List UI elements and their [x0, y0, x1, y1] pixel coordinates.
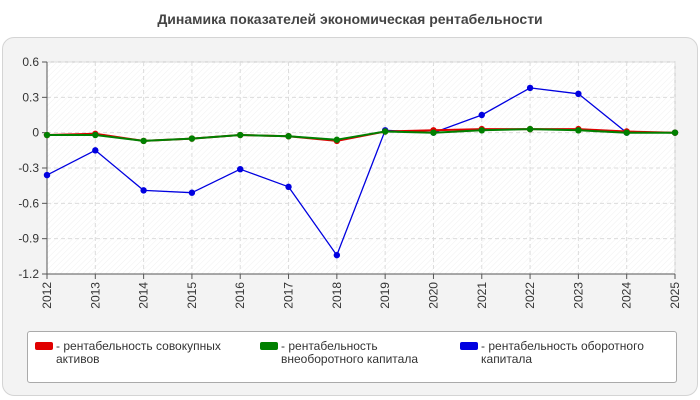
y-tick-label: 0.3 [22, 90, 39, 104]
series-line-2 [46, 87, 675, 256]
series-point-2 [43, 171, 51, 179]
x-tick-label: 2015 [185, 282, 199, 309]
series-point-2 [285, 183, 292, 191]
x-tick-label: 2021 [475, 282, 489, 309]
x-tick-label: 2023 [571, 282, 585, 309]
x-tick-label: 2022 [523, 282, 537, 309]
legend-item-total-assets: - рентабельность совокупных активов [35, 340, 221, 366]
y-tick-label: 0.6 [22, 55, 39, 69]
series-point-1 [381, 128, 389, 135]
chart-title: Динамика показателей экономическая рента… [157, 11, 543, 27]
series-point-1 [188, 135, 196, 142]
series-point-1 [671, 129, 679, 136]
y-tick-label: -0.9 [18, 232, 39, 246]
series-point-2 [140, 187, 147, 194]
legend-item-working-capital: - рентабельность оборотного капитала [460, 340, 644, 366]
x-tick-label: 2020 [426, 282, 440, 309]
series-point-2 [526, 84, 534, 92]
series-point-1 [478, 127, 485, 134]
series-point-1 [43, 131, 51, 139]
series-point-1 [140, 137, 147, 145]
x-tick-label: 2012 [40, 282, 54, 309]
y-tick-label: 0 [32, 126, 39, 140]
x-tick-label: 2014 [137, 282, 151, 309]
series-point-2 [237, 165, 244, 173]
x-tick-label: 2016 [233, 282, 247, 309]
y-tick-label: -1.2 [18, 267, 39, 281]
series-point-1 [430, 129, 437, 136]
series-point-1 [237, 131, 244, 139]
x-tick-label: 2024 [620, 282, 634, 309]
series-point-1 [92, 131, 99, 139]
x-tick-label: 2013 [88, 282, 102, 309]
series-point-2 [92, 147, 99, 154]
series-point-2 [333, 251, 341, 259]
x-tick-label: 2019 [378, 282, 392, 309]
y-tick-label: -0.6 [18, 196, 39, 210]
series-point-2 [478, 111, 485, 119]
legend-label: - рентабельность оборотного капитала [481, 339, 644, 366]
x-tick-label: 2017 [282, 282, 296, 309]
series-point-1 [623, 129, 630, 136]
legend-swatch-red [35, 342, 53, 350]
x-tick-label: 2025 [668, 282, 682, 309]
series-point-1 [526, 125, 534, 133]
series-point-1 [285, 133, 292, 140]
series [43, 84, 679, 259]
legend-swatch-blue [460, 342, 478, 350]
plot-area [46, 61, 676, 275]
series-point-1 [333, 136, 341, 143]
series-line-1 [47, 128, 675, 142]
legend-item-fixed-capital: - рентабельность внеоборотного капитала [260, 340, 418, 366]
series-point-1 [575, 127, 582, 134]
legend-label: - рентабельность совокупных активов [56, 339, 221, 366]
series-point-2 [575, 90, 582, 98]
legend: - рентабельность совокупных активов - рен… [27, 331, 677, 383]
y-tick-label: -0.3 [18, 161, 39, 175]
legend-swatch-green [260, 342, 278, 350]
series-point-2 [188, 189, 196, 196]
legend-label: - рентабельность внеоборотного капитала [281, 339, 418, 366]
x-tick-label: 2018 [330, 282, 344, 309]
